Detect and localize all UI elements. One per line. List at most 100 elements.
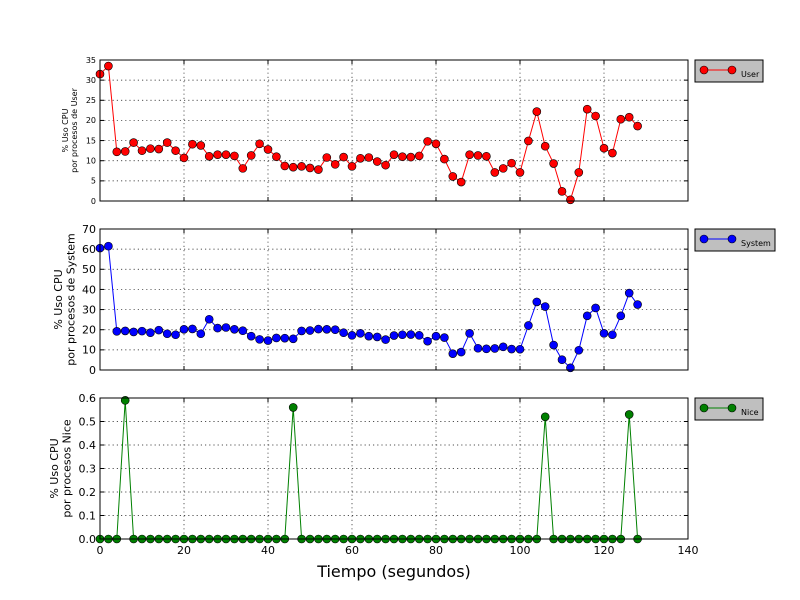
data-point [322,153,332,162]
data-point [389,150,399,159]
y-tick-label: 0.2 [79,486,97,499]
data-point [196,329,206,339]
y-tick-label: 0.0 [79,533,97,546]
data-point [448,172,458,181]
data-point [322,325,332,334]
data-point [347,331,357,340]
data-point [120,147,130,156]
y-axis-label-line: % Uso CPU [52,269,65,329]
data-point [608,330,617,340]
data-point [272,152,281,161]
data-point [616,114,626,124]
data-point [456,177,466,187]
data-point [440,333,449,342]
data-point [540,412,550,422]
y-tick-label: 20 [86,116,96,125]
data-point [414,331,424,340]
y-tick-label: 0.3 [79,462,97,475]
data-point [213,150,222,159]
data-point [372,157,382,166]
y-axis-label-line: por procesos Nice [61,419,74,518]
y-tick-label: 0.5 [79,415,97,428]
data-point [608,148,617,158]
y-tick-label: 50 [82,263,96,276]
data-point [280,161,290,171]
series-line-user [99,64,638,201]
data-point [255,335,264,344]
plot-frame [99,228,689,371]
y-tick-label: 70 [82,223,96,236]
data-point [137,326,147,336]
data-point [381,335,390,344]
data-point [104,241,113,251]
legend-marker [727,403,737,413]
data-point [591,303,600,313]
data-point [633,300,642,309]
data-point [624,112,634,122]
data-point [549,159,558,168]
y-axis-label-line: por procesos de System [65,233,78,366]
data-point [314,324,323,334]
data-point [591,111,600,121]
y-tick-label: 40 [82,283,96,296]
data-point [599,329,609,338]
data-point [406,152,416,162]
data-point [566,363,575,373]
data-point [515,344,525,354]
data-point [574,345,584,355]
data-point [238,164,248,173]
data-point [482,344,491,354]
data-point [171,146,180,155]
data-point [566,195,575,205]
data-point [263,336,273,345]
data-point [230,325,239,334]
legend-marker [727,65,737,75]
data-point [398,152,407,161]
data-point [188,324,197,334]
data-point [263,145,273,154]
data-point [624,410,634,419]
data-point [507,158,516,168]
data-point [154,325,164,335]
data-point [129,327,138,337]
y-tick-label: 30 [86,76,96,85]
data-point [532,297,542,307]
data-point [330,160,340,169]
data-point [398,330,407,340]
data-point [246,151,256,160]
data-point [154,144,164,154]
data-point [112,327,122,336]
data-point [297,326,306,336]
data-point [364,331,374,341]
x-tick-label: 120 [594,544,615,557]
legend-marker [699,403,709,413]
data-point [389,331,399,340]
y-axis-label-line: % Uso CPU [48,438,61,498]
data-point [356,329,365,338]
y-axis-label: % Uso CPUpor procesos de User [61,87,79,172]
data-point [524,136,533,146]
data-point [616,311,626,321]
data-point [297,162,306,171]
data-point [246,331,256,341]
x-tick-label: 80 [429,544,443,557]
x-axis-label: Tiempo (segundos) [316,562,471,581]
panel-3: 0.0 0.1 0.2 0.3 0.4 0.5 0.6 0 20 40 60 80 100 120 140 N… [48,392,764,581]
data-point [305,326,315,335]
data-point [288,334,298,344]
y-tick-label: 0.6 [79,392,97,405]
data-point [515,168,525,177]
data-point [238,326,248,336]
data-point [339,328,348,338]
y-axis-label: % Uso CPUpor procesos de System [52,233,78,366]
series-line-nice [100,400,639,540]
data-point [196,141,206,150]
data-point [347,162,357,171]
x-tick-label: 40 [261,544,275,557]
data-point [490,168,500,177]
y-tick-label: 15 [86,136,96,145]
legend-marker [699,65,709,75]
data-point [431,139,441,149]
data-point [280,333,290,343]
data-point [448,349,458,358]
